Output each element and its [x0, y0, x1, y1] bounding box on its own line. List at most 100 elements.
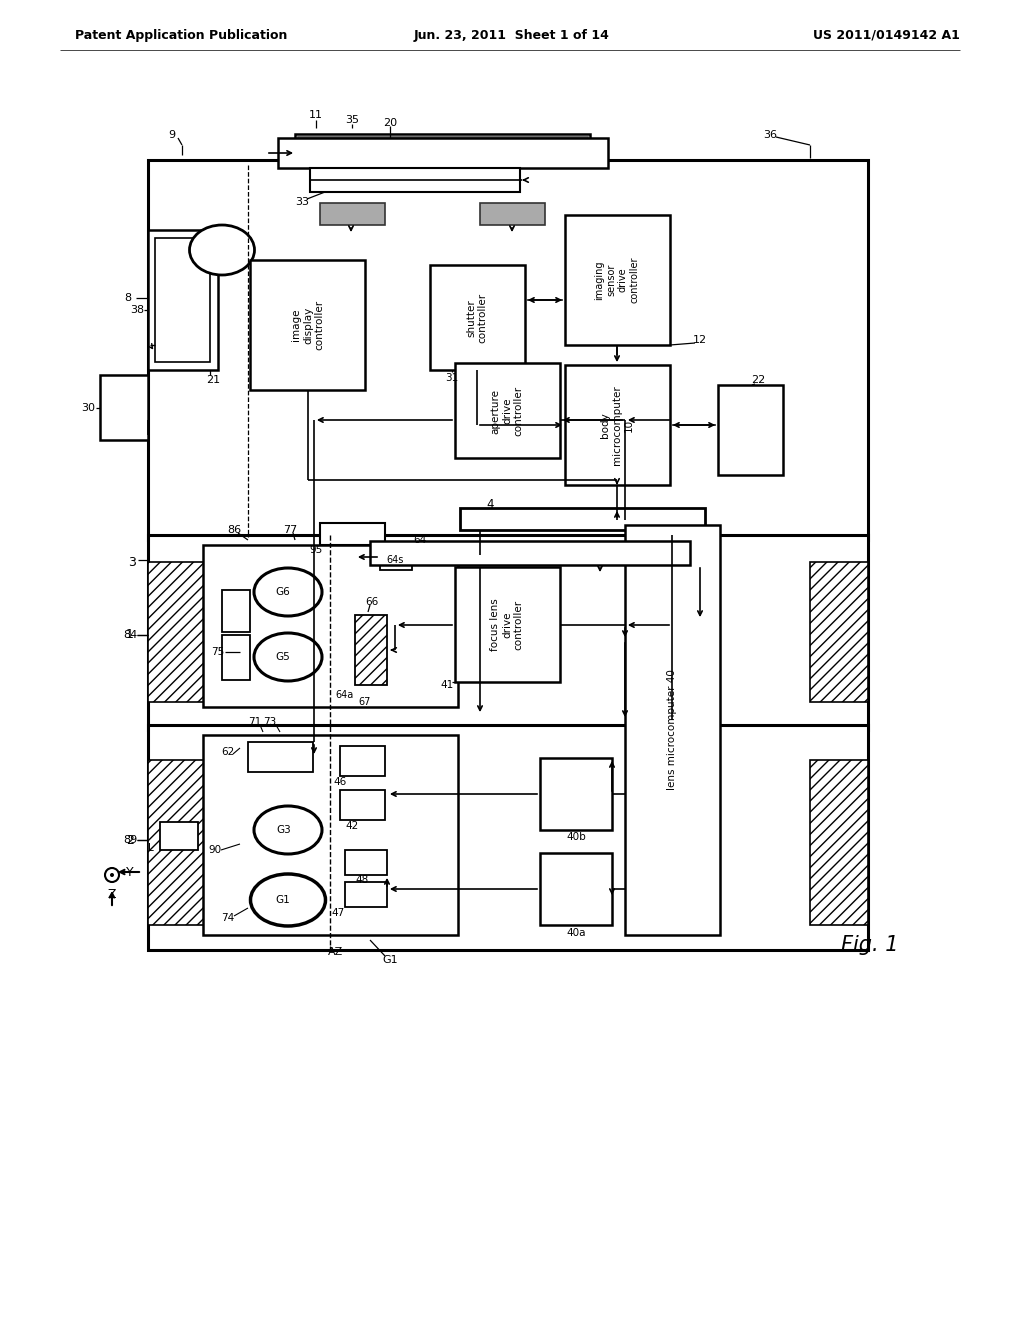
Ellipse shape: [254, 807, 322, 854]
Bar: [540, 853, 612, 925]
Bar: [455, 568, 560, 682]
Text: lens microcomputer 40: lens microcomputer 40: [667, 669, 677, 791]
Text: 41: 41: [440, 680, 454, 690]
Bar: [298, 137, 588, 158]
Bar: [148, 230, 218, 370]
Bar: [625, 525, 720, 935]
Text: image
display
controller: image display controller: [292, 300, 325, 350]
Text: G5: G5: [275, 652, 291, 663]
Text: Jun. 23, 2011  Sheet 1 of 14: Jun. 23, 2011 Sheet 1 of 14: [414, 29, 610, 41]
Text: 74: 74: [221, 913, 234, 923]
Bar: [250, 260, 365, 389]
Bar: [310, 168, 520, 191]
Bar: [718, 385, 783, 475]
Bar: [460, 508, 705, 531]
Bar: [810, 562, 868, 702]
Text: 35: 35: [345, 115, 359, 125]
Text: 67: 67: [358, 697, 371, 708]
Text: 48: 48: [355, 875, 369, 884]
Text: body
microcomputer
10: body microcomputer 10: [600, 385, 634, 465]
Bar: [565, 366, 670, 484]
Text: 2: 2: [126, 833, 134, 846]
Ellipse shape: [251, 874, 326, 927]
Bar: [295, 135, 590, 162]
Bar: [430, 265, 525, 370]
Text: 71: 71: [249, 717, 261, 727]
Text: Fig. 1: Fig. 1: [842, 935, 899, 954]
Text: imaging
sensor
drive
controller: imaging sensor drive controller: [595, 257, 639, 304]
Bar: [540, 758, 612, 830]
Text: 64a: 64a: [336, 690, 354, 700]
Text: US 2011/0149142 A1: US 2011/0149142 A1: [813, 29, 961, 41]
Text: Patent Application Publication: Patent Application Publication: [75, 29, 288, 41]
Bar: [319, 203, 385, 224]
Bar: [222, 635, 250, 680]
Text: 11: 11: [309, 110, 323, 120]
Text: 22: 22: [751, 375, 765, 385]
Text: 4: 4: [486, 499, 494, 511]
Bar: [565, 215, 670, 345]
Text: 31: 31: [445, 374, 459, 383]
Text: 95: 95: [309, 545, 323, 554]
Text: 20: 20: [383, 117, 397, 128]
Text: G1: G1: [275, 895, 291, 906]
Text: focus lens
drive
controller: focus lens drive controller: [490, 599, 523, 651]
Bar: [278, 139, 608, 168]
Text: 75: 75: [211, 647, 224, 657]
Text: 12: 12: [693, 335, 707, 345]
Bar: [810, 760, 868, 925]
Ellipse shape: [254, 568, 322, 616]
Text: 86: 86: [227, 525, 241, 535]
Text: 66: 66: [366, 597, 379, 607]
Text: 90: 90: [209, 845, 221, 855]
Text: 64s: 64s: [386, 554, 403, 565]
Bar: [148, 160, 868, 540]
Text: AZ: AZ: [329, 946, 344, 957]
Text: 77: 77: [283, 525, 297, 535]
Bar: [203, 545, 458, 708]
Bar: [340, 746, 385, 776]
Bar: [148, 760, 206, 925]
Bar: [203, 735, 458, 935]
Text: 30: 30: [81, 403, 95, 413]
Text: G3: G3: [276, 825, 292, 836]
Bar: [370, 541, 690, 565]
Bar: [148, 725, 868, 950]
Text: Y: Y: [126, 866, 134, 879]
Bar: [155, 238, 210, 362]
Text: 73: 73: [263, 717, 276, 727]
Text: 84: 84: [123, 630, 137, 640]
Bar: [345, 850, 387, 875]
Text: 36: 36: [763, 129, 777, 140]
Bar: [248, 742, 313, 772]
Text: 8: 8: [125, 293, 131, 304]
Bar: [380, 544, 412, 570]
Text: 47: 47: [332, 908, 345, 917]
Text: 40b: 40b: [566, 832, 586, 842]
Text: shutter
controller: shutter controller: [466, 293, 487, 343]
Text: 46: 46: [334, 777, 347, 787]
Text: L: L: [148, 843, 154, 853]
Text: aperture
drive
controller: aperture drive controller: [490, 385, 523, 436]
Bar: [148, 535, 868, 730]
Text: Z: Z: [108, 887, 117, 900]
Text: 89: 89: [123, 836, 137, 845]
Ellipse shape: [189, 224, 255, 275]
Text: 40a: 40a: [566, 928, 586, 939]
Ellipse shape: [105, 869, 119, 882]
Ellipse shape: [110, 873, 114, 876]
Bar: [160, 822, 198, 850]
Text: 38: 38: [130, 305, 144, 315]
Text: G1: G1: [382, 954, 397, 965]
Bar: [340, 789, 385, 820]
Bar: [480, 203, 545, 224]
Text: G6: G6: [275, 587, 291, 597]
Text: 1: 1: [126, 628, 134, 642]
Bar: [148, 562, 206, 702]
Text: 42: 42: [345, 821, 358, 832]
Text: 3: 3: [128, 557, 136, 569]
Text: 64: 64: [414, 535, 427, 545]
Bar: [355, 615, 387, 685]
Bar: [345, 882, 387, 907]
Text: 33: 33: [295, 197, 309, 207]
